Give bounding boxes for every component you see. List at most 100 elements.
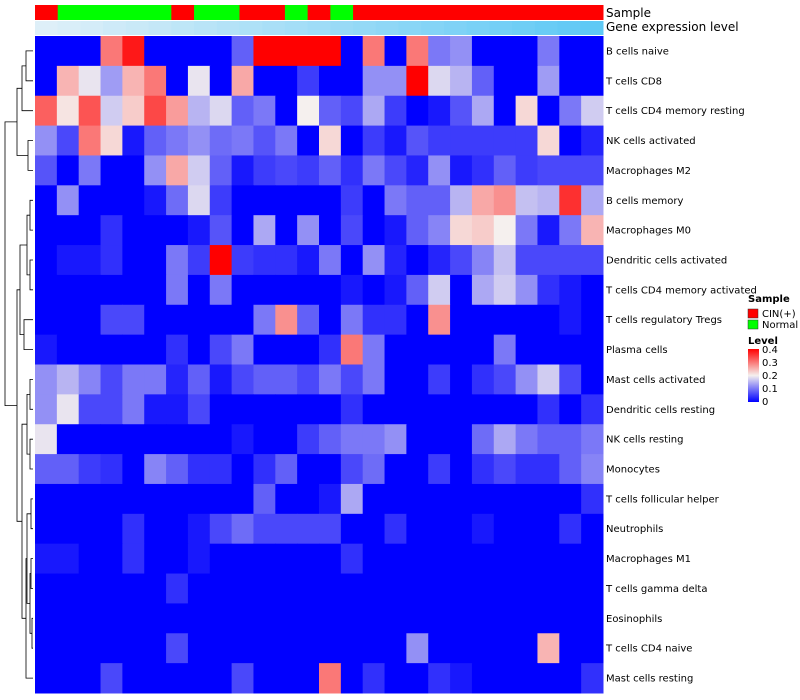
expression-annotation-cell	[103, 21, 127, 35]
heatmap-cell	[493, 274, 517, 306]
heatmap-cell	[166, 245, 189, 276]
sample-annotation-cell	[171, 5, 195, 20]
heatmap-cell	[428, 65, 451, 97]
heatmap-cell	[362, 36, 386, 67]
heatmap-cell	[166, 424, 189, 455]
heatmap-cell	[362, 245, 386, 276]
heatmap-cell	[319, 663, 342, 694]
sample-track-label: Sample	[606, 6, 651, 20]
dendrogram-branch	[30, 498, 33, 530]
heatmap-cell	[35, 543, 58, 575]
heatmap-cell	[56, 274, 80, 306]
heatmap-cell	[384, 334, 407, 365]
heatmap-cell	[384, 245, 407, 276]
heatmap-cell	[515, 513, 538, 545]
row-label: T cells CD4 naive	[605, 644, 692, 655]
heatmap-cell	[78, 573, 102, 604]
heatmap-cell	[187, 424, 211, 455]
heatmap-cell	[340, 513, 364, 545]
heatmap-cell	[319, 633, 342, 664]
heatmap-cell	[559, 65, 582, 97]
heatmap-cell	[100, 573, 123, 604]
heatmap-cell	[100, 155, 123, 186]
heatmap-cell	[275, 65, 298, 97]
heatmap-cell	[231, 65, 254, 97]
heatmap-cell	[428, 364, 451, 395]
heatmap-cell	[319, 245, 342, 276]
heatmap-cell	[78, 125, 102, 156]
heatmap-cell	[231, 185, 254, 216]
heatmap-cell	[56, 394, 80, 425]
heatmap-cell	[515, 304, 538, 336]
heatmap-cell	[428, 95, 451, 127]
heatmap-cell	[297, 364, 320, 395]
heatmap-cell	[209, 603, 233, 634]
heatmap-cell	[35, 215, 58, 246]
heatmap-cell	[537, 274, 560, 306]
expression-annotation-cell	[262, 21, 286, 35]
heatmap-cell	[362, 603, 386, 634]
heatmap-cell	[122, 394, 145, 425]
heatmap-cell	[231, 155, 254, 186]
heatmap-cell	[471, 483, 495, 515]
dendrogram-branch	[30, 558, 33, 589]
heatmap-cell	[166, 633, 189, 664]
dendrogram-branch	[29, 199, 33, 231]
heatmap-cell	[362, 65, 386, 97]
heatmap-cell	[253, 483, 276, 515]
heatmap-cell	[231, 274, 254, 306]
heatmap-cell	[384, 394, 407, 425]
heatmap-cell	[515, 36, 538, 67]
heatmap-cell	[471, 185, 495, 216]
heatmap-cell	[100, 304, 123, 336]
heatmap-cell	[275, 364, 298, 395]
heatmap-cell	[253, 424, 276, 455]
heatmap-cell	[493, 185, 517, 216]
heatmap-cell	[253, 215, 276, 246]
sample-annotation-cell	[239, 5, 263, 20]
heatmap-cell	[537, 483, 560, 515]
heatmap-cell	[384, 633, 407, 664]
sample-annotation-cell	[580, 5, 604, 20]
heatmap-cell	[559, 334, 582, 365]
heatmap-cell	[253, 454, 276, 485]
heatmap-cell	[537, 543, 560, 575]
heatmap-cell	[166, 65, 189, 97]
heatmap-cell	[428, 36, 451, 67]
heatmap-cell	[559, 483, 582, 515]
heatmap-cell	[275, 513, 298, 545]
heatmap-cell	[406, 603, 429, 634]
heatmap-cell	[78, 185, 102, 216]
heatmap-cell	[275, 245, 298, 276]
heatmap-cell	[362, 663, 386, 694]
expression-annotation-cell	[35, 21, 59, 35]
heatmap-cell	[450, 95, 473, 127]
heatmap-cell	[78, 334, 102, 365]
heatmap-cell	[471, 95, 495, 127]
row-label: Monocytes	[606, 465, 660, 476]
heatmap-cell	[78, 274, 102, 306]
heatmap-cell	[56, 36, 80, 67]
heatmap-cell	[581, 155, 604, 186]
heatmap-cell	[56, 215, 80, 246]
heatmap-cell	[35, 245, 58, 276]
heatmap-cell	[231, 394, 254, 425]
heatmap-cell	[231, 304, 254, 336]
heatmap-cell	[35, 603, 58, 634]
heatmap-cell	[515, 603, 538, 634]
heatmap-cell	[384, 95, 407, 127]
heatmap-cell	[362, 304, 386, 336]
heatmap-cell	[297, 36, 320, 67]
heatmap-cell	[275, 603, 298, 634]
sample-annotation-cell	[148, 5, 172, 20]
heatmap-cell	[559, 663, 582, 694]
heatmap-cell	[209, 36, 233, 67]
heatmap-cell	[362, 543, 386, 575]
heatmap-cell	[340, 274, 364, 306]
heatmap-cell	[581, 334, 604, 365]
heatmap-cell	[275, 543, 298, 575]
expression-annotation-cell	[421, 21, 445, 35]
row-label: B cells naive	[606, 46, 669, 57]
sample-annotation-cell	[443, 5, 468, 20]
heatmap-cell	[253, 394, 276, 425]
